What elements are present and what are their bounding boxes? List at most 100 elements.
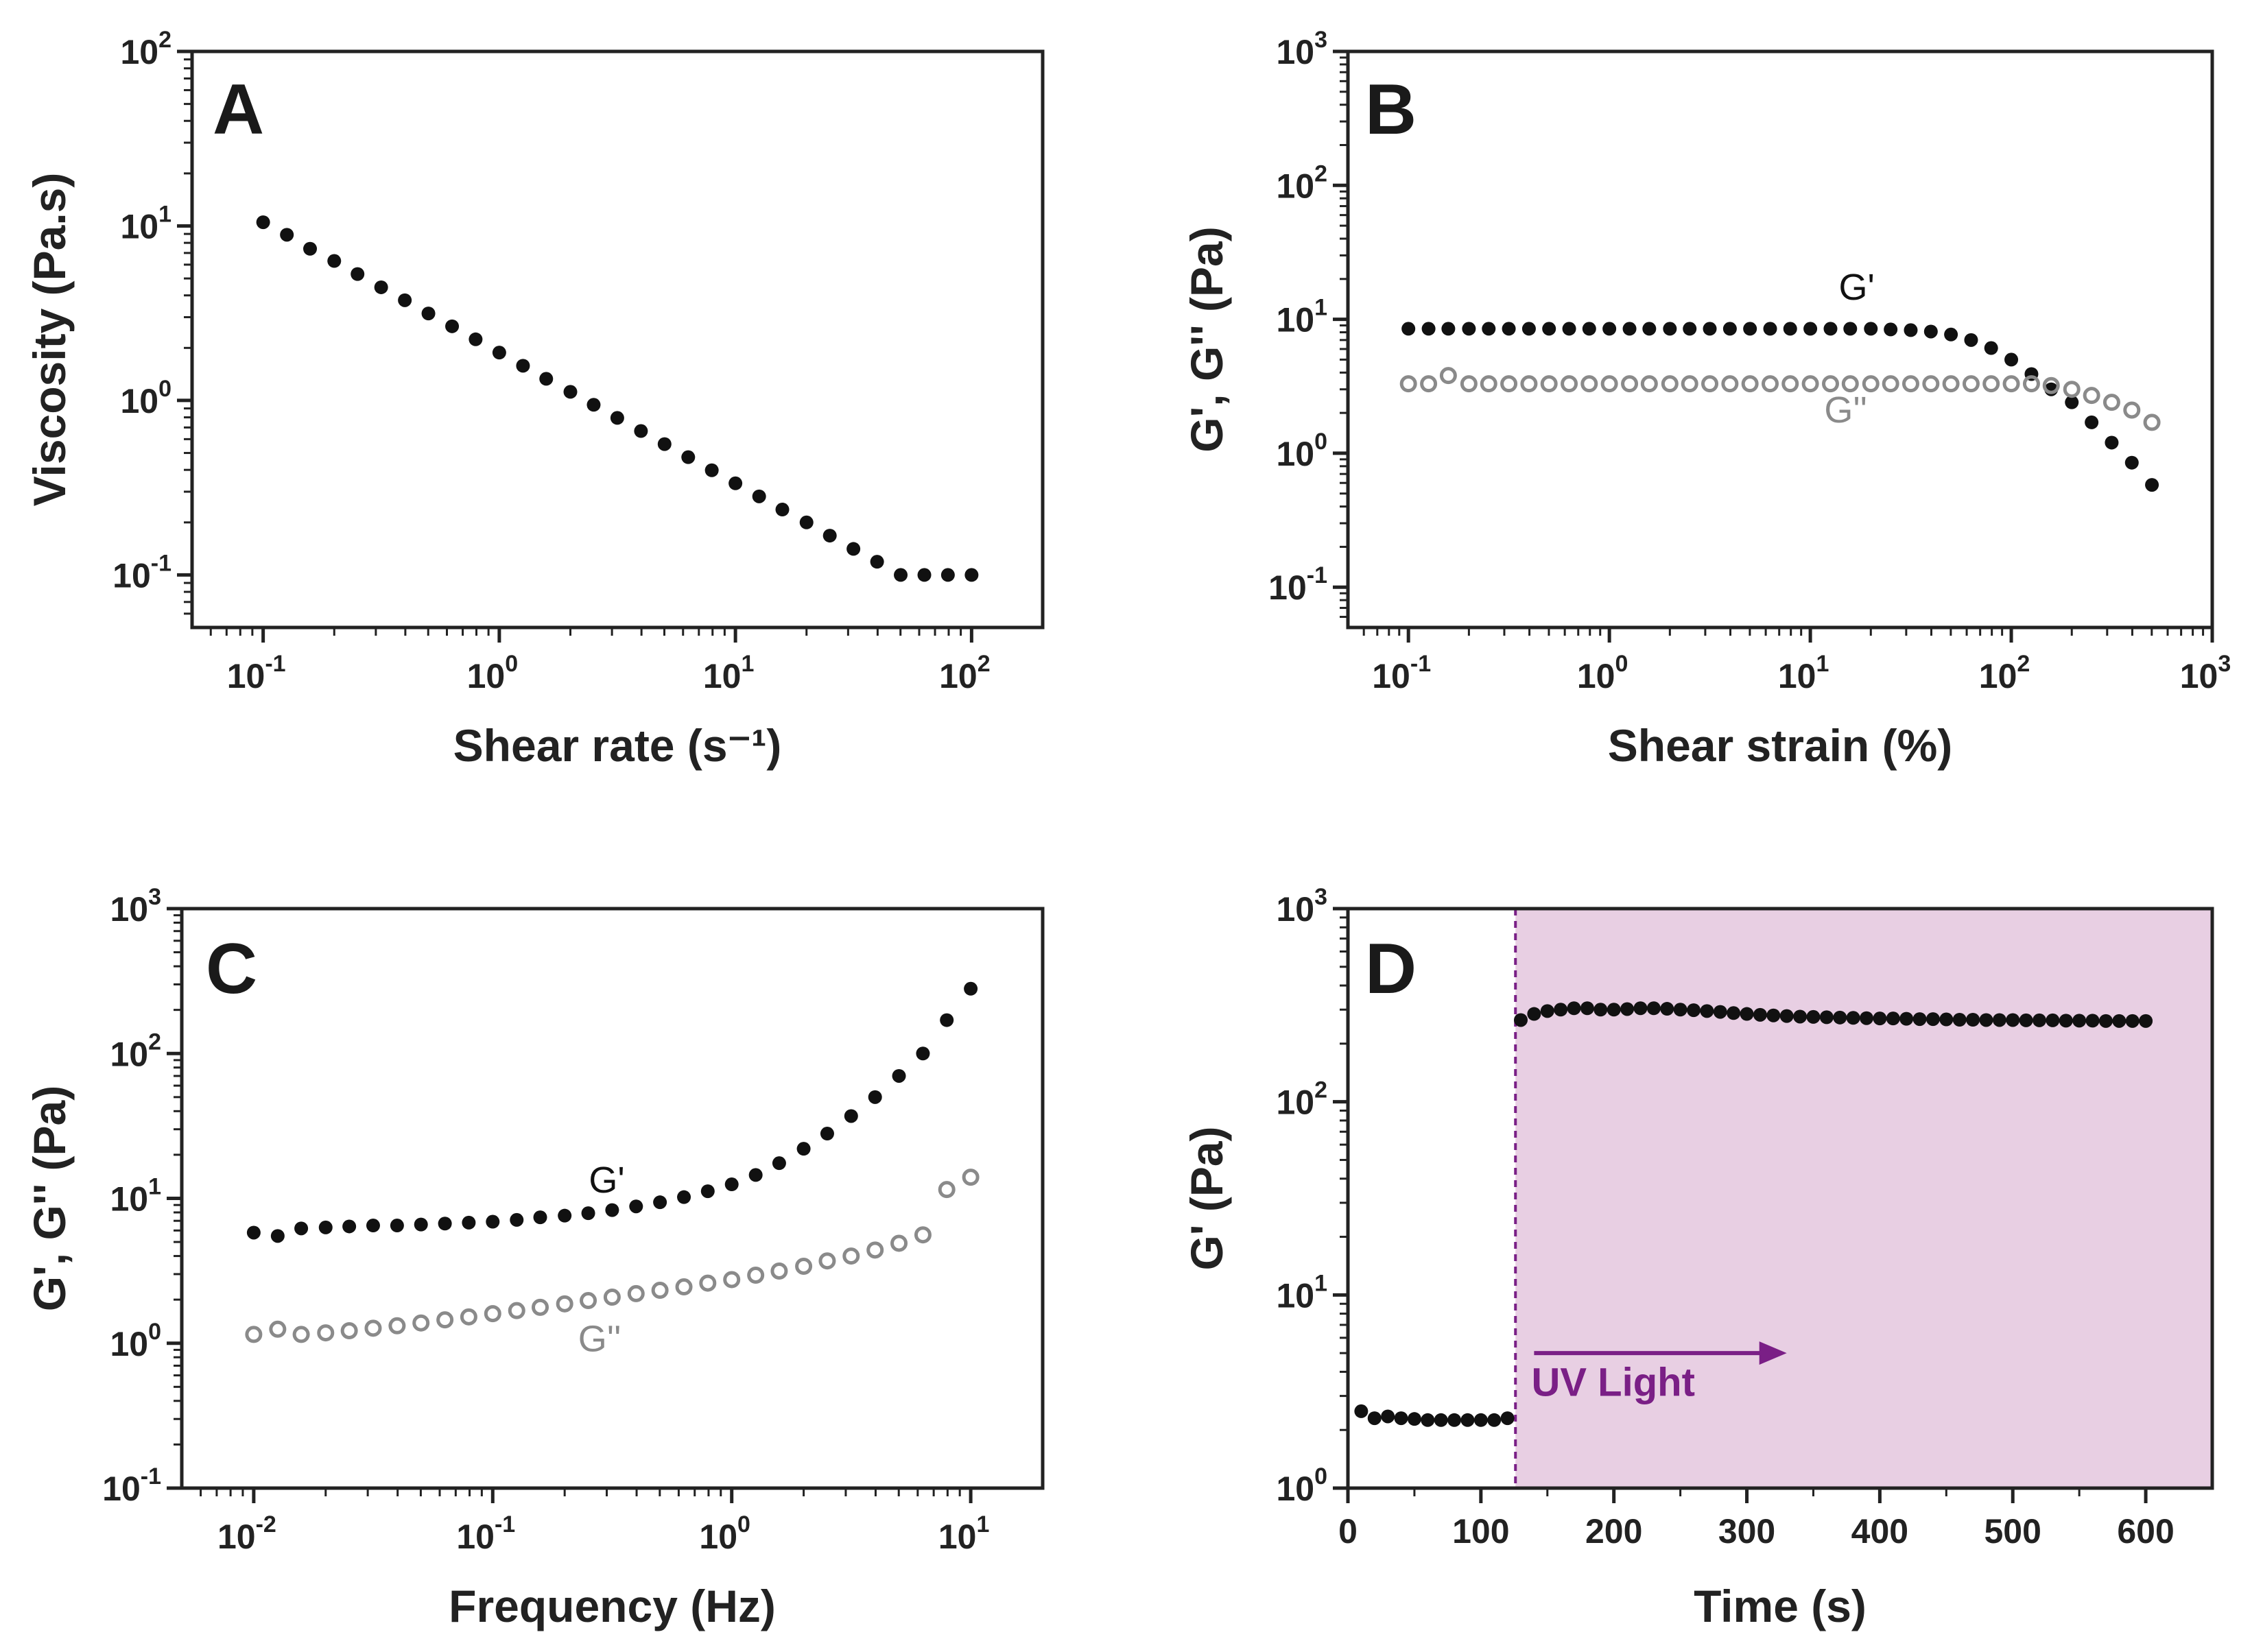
data-point xyxy=(1942,375,1960,393)
data-point xyxy=(1841,375,1859,393)
y-tick-exp: 1 xyxy=(1314,295,1327,321)
data-point xyxy=(1460,1413,1475,1427)
data-point xyxy=(772,1156,786,1171)
y-tick-exp: 2 xyxy=(158,27,171,53)
x-tick-exp: -1 xyxy=(1410,651,1431,677)
data-point xyxy=(1860,1011,1873,1025)
data-point xyxy=(1873,1011,1887,1026)
x-tick-base: 10 xyxy=(1979,657,2017,695)
data-point xyxy=(1713,1005,1727,1019)
data-point xyxy=(1783,322,1797,336)
data-point xyxy=(1622,322,1637,336)
plot-frame xyxy=(1346,49,2214,630)
x-tick-exp: 0 xyxy=(737,1511,750,1537)
data-point xyxy=(1401,322,1416,336)
panel-letter: C xyxy=(206,929,257,1009)
data-point xyxy=(1542,322,1556,336)
data-point xyxy=(2098,1014,2113,1028)
y-tick-label: 102 xyxy=(1276,1077,1327,1122)
data-point xyxy=(870,555,884,569)
x-tick-exp: -1 xyxy=(265,651,285,677)
data-point xyxy=(894,568,908,582)
data-point xyxy=(1740,1007,1754,1021)
data-point xyxy=(556,1295,573,1313)
data-point xyxy=(917,568,932,582)
data-point xyxy=(629,1199,643,1214)
x-tick-base: 10 xyxy=(1778,657,1816,695)
data-point xyxy=(795,1257,813,1275)
data-point xyxy=(2143,414,2161,431)
data-point xyxy=(245,1326,263,1343)
data-point xyxy=(1846,1011,1860,1025)
y-tick-exp: -1 xyxy=(141,1463,161,1489)
data-point xyxy=(1527,1007,1541,1021)
data-point xyxy=(1646,1001,1661,1016)
data-point xyxy=(1823,322,1838,336)
data-point xyxy=(1843,322,1858,336)
data-point xyxy=(1753,1007,1767,1022)
series-g-prime xyxy=(246,981,978,1243)
data-point xyxy=(1779,1009,1794,1023)
data-point xyxy=(438,1217,452,1231)
data-point xyxy=(1399,375,1417,393)
data-point xyxy=(246,1225,261,1240)
data-point xyxy=(388,1317,406,1334)
data-point xyxy=(820,1127,834,1141)
data-point xyxy=(2085,415,2099,429)
data-point xyxy=(1884,322,1898,337)
data-point xyxy=(2042,376,2060,394)
data-point xyxy=(414,1217,428,1232)
uv-arrow-head xyxy=(1759,1341,1787,1365)
x-tick-label: 100 xyxy=(1577,651,1628,695)
data-point xyxy=(2004,352,2019,367)
data-point xyxy=(1367,1411,1382,1426)
data-point xyxy=(2139,1014,2153,1028)
data-point xyxy=(2125,1014,2140,1028)
data-point xyxy=(796,1142,811,1156)
data-point xyxy=(516,359,530,373)
data-point xyxy=(292,1326,310,1343)
y-tick-label: 100 xyxy=(120,376,171,420)
y-tick-base: 10 xyxy=(1276,301,1314,339)
data-point xyxy=(1593,1003,1608,1017)
x-tick-exp: 1 xyxy=(1816,651,1829,677)
data-point xyxy=(2059,1014,2073,1028)
data-point xyxy=(866,1241,884,1259)
series-g-double-prime xyxy=(1399,367,2161,431)
uv-light-label: UV Light xyxy=(1532,1361,1695,1405)
data-point xyxy=(1781,375,1799,393)
x-tick-base: 10 xyxy=(456,1518,495,1556)
data-point xyxy=(1721,375,1739,393)
data-point xyxy=(2065,395,2079,409)
y-tick-base: 10 xyxy=(102,1470,141,1508)
x-tick-exp: 1 xyxy=(976,1511,989,1537)
data-point xyxy=(914,1226,932,1244)
data-point xyxy=(1487,1413,1502,1427)
data-point xyxy=(964,981,978,996)
data-point xyxy=(2085,1014,2100,1028)
data-point xyxy=(460,1308,477,1326)
data-point xyxy=(1741,375,1759,393)
x-tick-label: 102 xyxy=(1979,651,2030,695)
data-point xyxy=(1462,322,1476,336)
data-point xyxy=(699,1274,717,1292)
data-point xyxy=(421,307,436,321)
data-point xyxy=(1681,375,1698,393)
data-point xyxy=(269,1320,287,1338)
data-point xyxy=(1439,367,1457,385)
data-point xyxy=(1561,375,1578,393)
data-point xyxy=(653,1195,667,1210)
data-point xyxy=(938,1181,956,1199)
x-tick-exp: 2 xyxy=(2017,651,2030,677)
y-tick-exp: 2 xyxy=(1314,160,1327,187)
y-tick-label: 101 xyxy=(110,1174,161,1219)
data-point xyxy=(1460,375,1478,393)
x-tick-label: 600 xyxy=(2117,1512,2174,1551)
y-axis-title: G', G'' (Pa) xyxy=(24,1086,75,1311)
data-point xyxy=(846,542,861,556)
data-point xyxy=(1381,1409,1395,1424)
data-point xyxy=(1482,322,1496,336)
data-point xyxy=(1982,375,2000,393)
data-point xyxy=(1621,375,1639,393)
data-point xyxy=(2046,1013,2060,1027)
